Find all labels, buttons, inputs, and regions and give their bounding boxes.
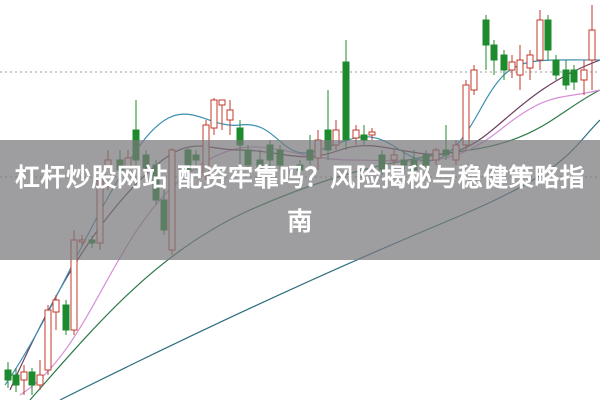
candle-body xyxy=(52,299,60,313)
candle-body xyxy=(226,109,234,121)
candle-body xyxy=(552,59,560,76)
article-title: 杠杆炒股网站 配资牢靠吗？风险揭秘与稳健策略指南 xyxy=(14,163,586,236)
candle-body xyxy=(218,99,226,106)
candle-body xyxy=(588,29,596,61)
candle-body xyxy=(544,19,552,51)
candle-body xyxy=(562,69,570,86)
candle-body xyxy=(580,69,588,81)
candle-body xyxy=(20,371,28,381)
title-banner: 杠杆炒股网站 配资牢靠吗？风险揭秘与稳健策略指南 xyxy=(0,140,600,260)
candle-body xyxy=(210,99,218,129)
candle-body xyxy=(536,19,544,61)
candle-body xyxy=(470,69,478,91)
candle-body xyxy=(28,371,36,386)
candle-body xyxy=(4,369,12,381)
candle-body xyxy=(352,129,360,139)
candle-body xyxy=(482,19,490,46)
candle-body xyxy=(516,59,524,76)
candle-body xyxy=(508,61,516,71)
candle-body xyxy=(12,374,20,386)
candle-body xyxy=(62,304,70,331)
candle-body xyxy=(36,374,44,386)
candle-body xyxy=(490,44,498,61)
candle-body xyxy=(368,131,376,136)
candle-body xyxy=(526,54,534,69)
candle-body xyxy=(570,69,578,83)
candle-body xyxy=(342,61,350,141)
candle-body xyxy=(44,309,52,371)
candle-body xyxy=(500,54,508,71)
candle-body xyxy=(462,84,470,146)
